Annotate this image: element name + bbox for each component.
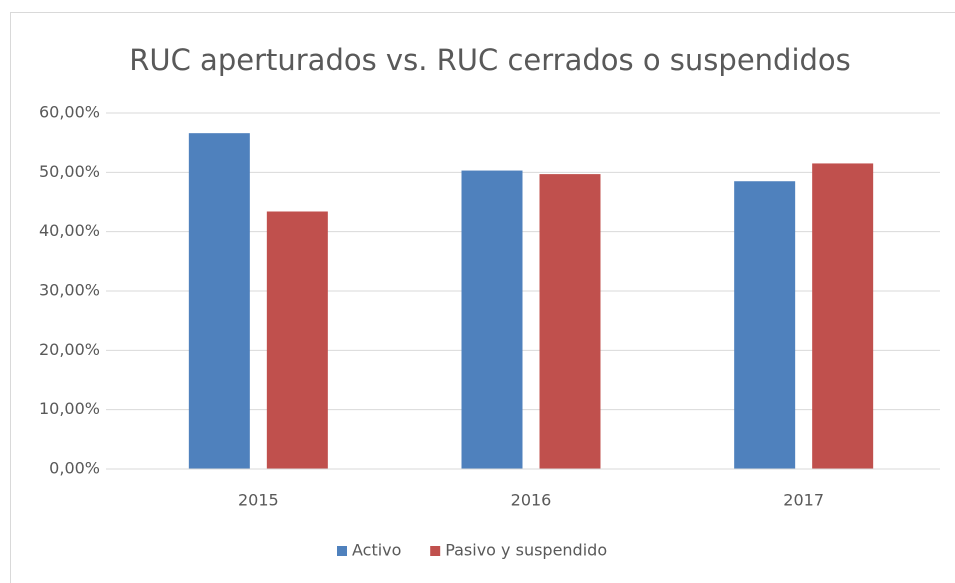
y-tick-label: 50,00% xyxy=(39,162,100,181)
bar xyxy=(461,170,523,469)
legend-swatch xyxy=(337,546,347,556)
bar xyxy=(812,163,874,469)
bar xyxy=(266,211,328,469)
chart-title: RUC aperturados vs. RUC cerrados o suspe… xyxy=(129,43,851,77)
y-tick-label: 20,00% xyxy=(39,340,100,359)
y-tick-label: 60,00% xyxy=(39,103,100,122)
legend-label: Pasivo y suspendido xyxy=(445,541,607,560)
x-tick-label: 2015 xyxy=(238,491,279,510)
y-tick-label: 10,00% xyxy=(39,399,100,418)
x-tick-label: 2016 xyxy=(511,491,552,510)
legend-label: Activo xyxy=(352,541,401,560)
y-tick-label: 0,00% xyxy=(49,459,100,478)
bar xyxy=(734,181,796,469)
y-tick-label: 40,00% xyxy=(39,221,100,240)
y-tick-label: 30,00% xyxy=(39,281,100,300)
bar xyxy=(539,174,601,469)
bar xyxy=(188,133,250,469)
x-tick-label: 2017 xyxy=(783,491,824,510)
legend-swatch xyxy=(430,546,441,556)
